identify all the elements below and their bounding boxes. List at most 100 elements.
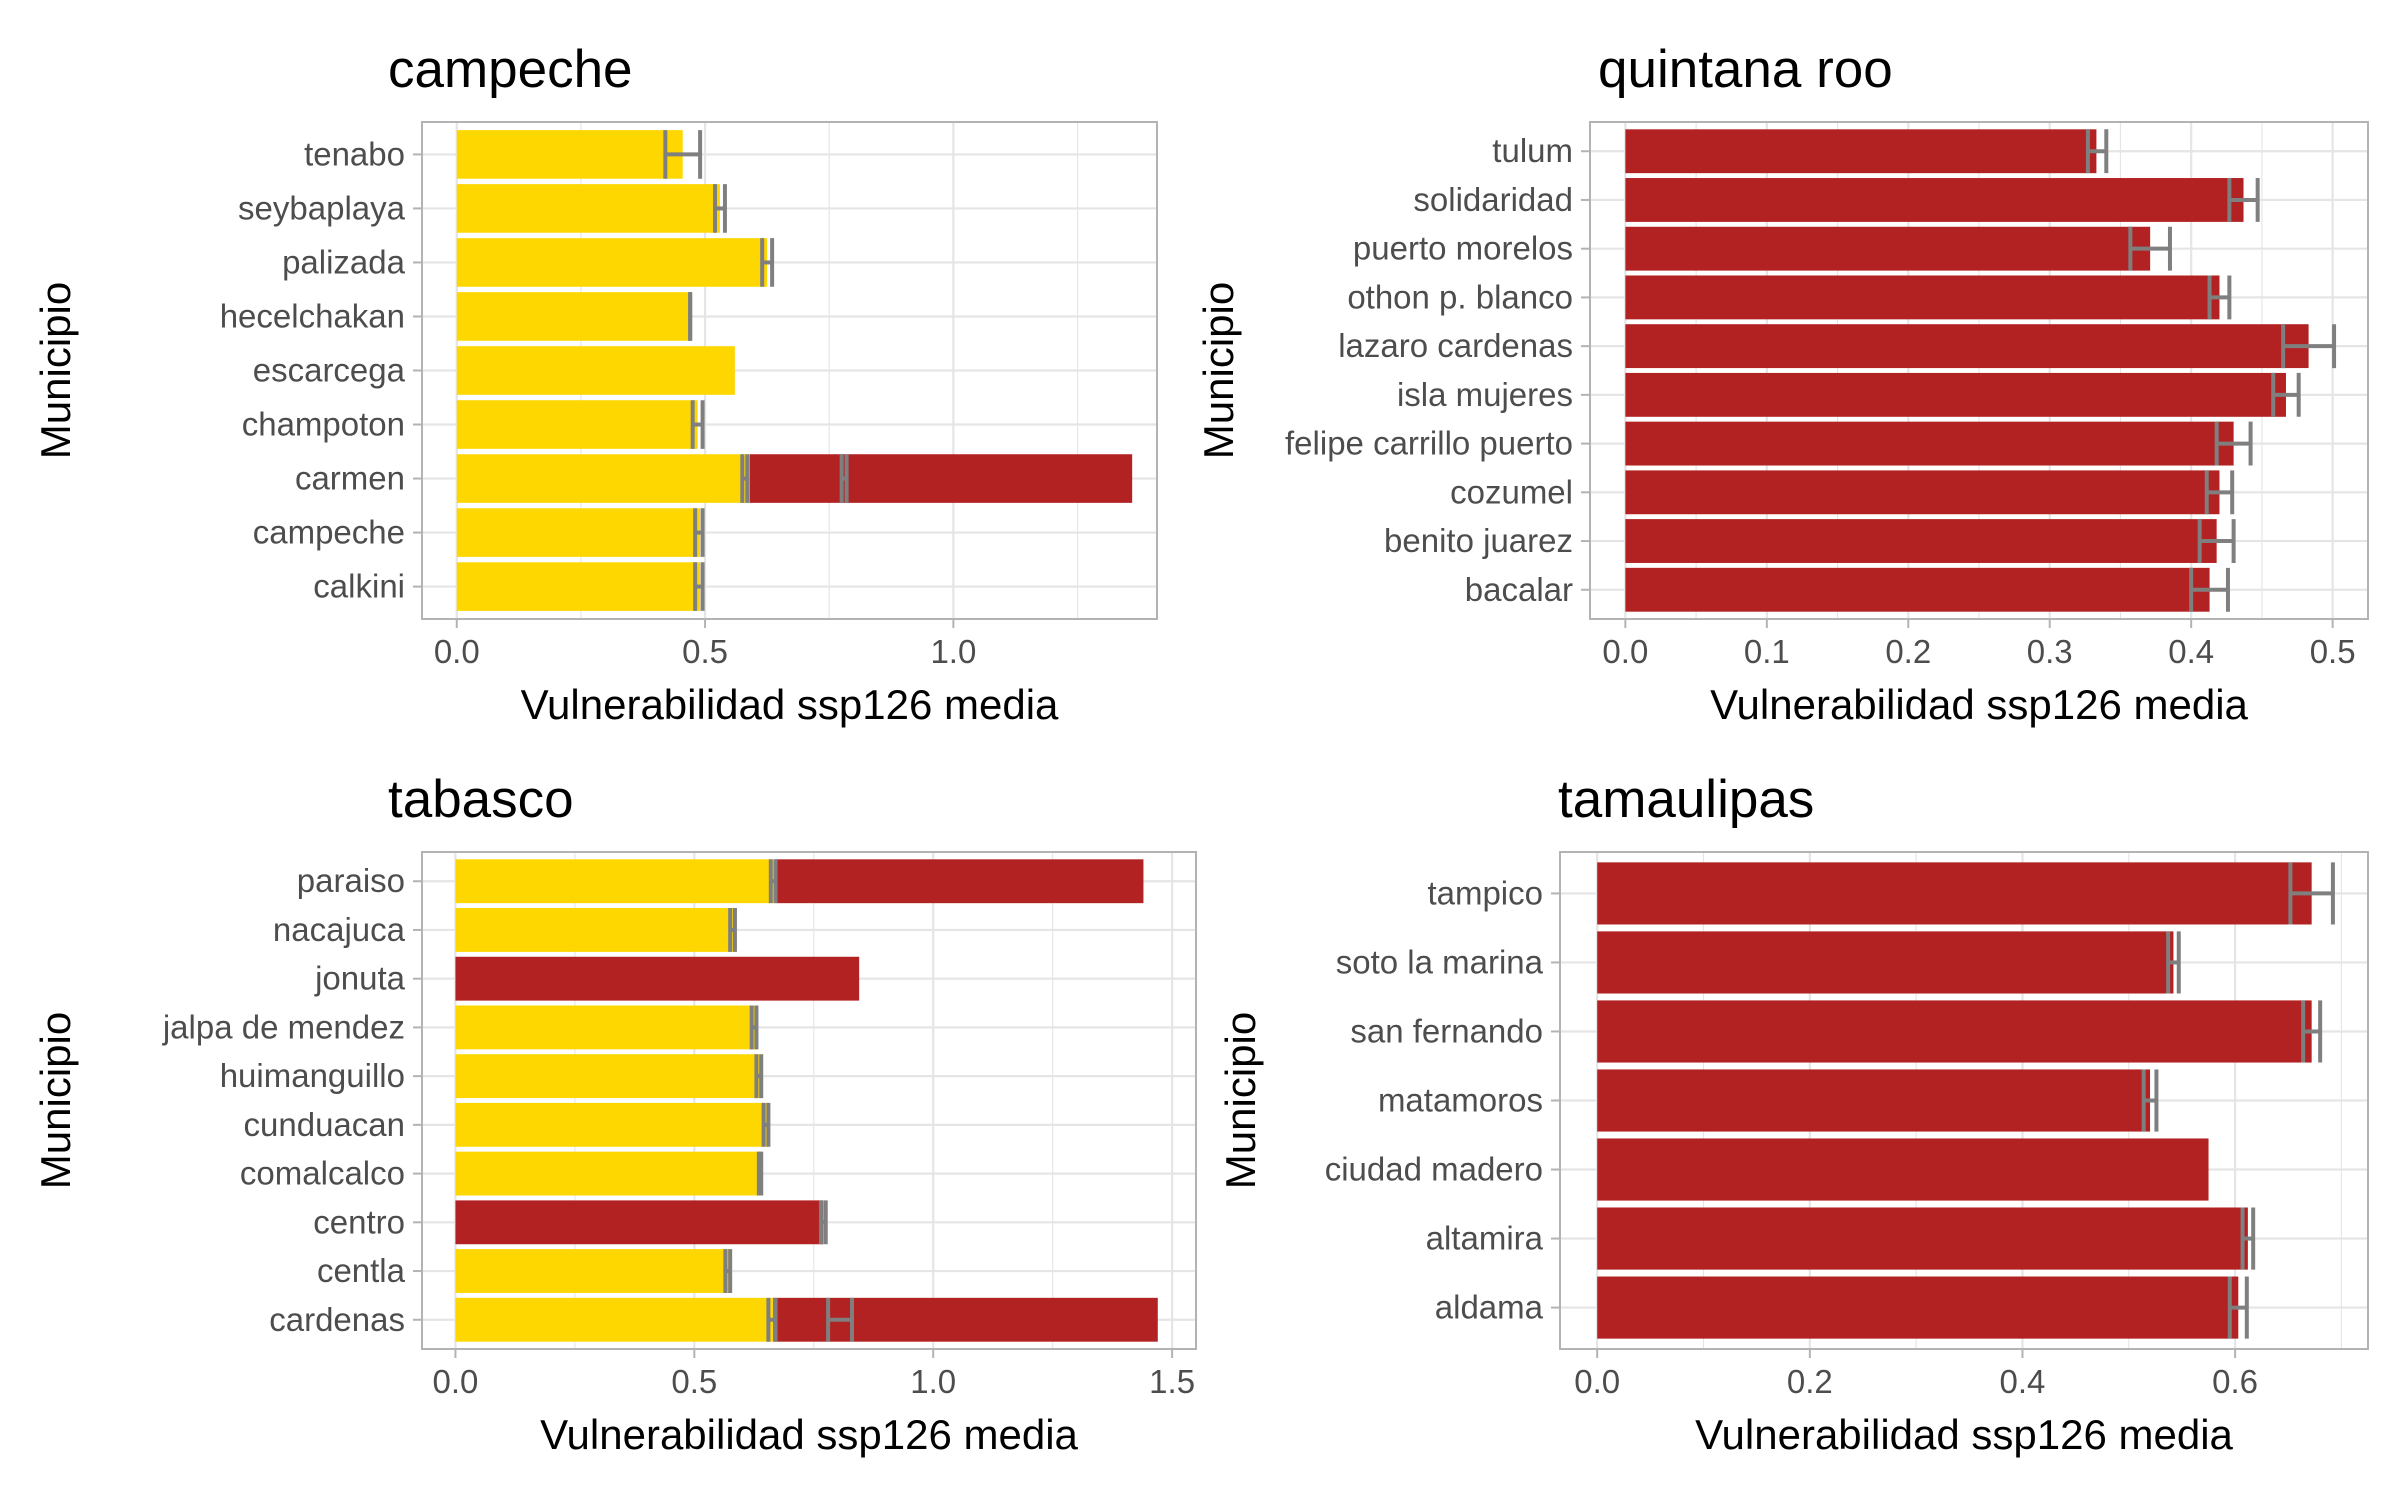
bar [455, 1102, 769, 1147]
y-tick-label: puerto morelos [1353, 230, 1573, 267]
error-bar [760, 238, 775, 287]
bar [456, 562, 701, 611]
x-tick-label: 0.0 [434, 633, 480, 670]
bar [1625, 178, 2244, 222]
bar [1597, 862, 2312, 925]
y-tick-label: carmen [295, 460, 405, 497]
bar [456, 238, 768, 287]
y-tick-label: solidaridad [1413, 181, 1573, 218]
bar [455, 1005, 757, 1050]
error-bar [756, 1151, 764, 1196]
chart-title: campeche [388, 40, 633, 99]
x-tick-label: 0.3 [2027, 633, 2073, 670]
x-axis-title: Vulnerabilidad ssp126 media [521, 681, 1059, 728]
x-tick-label: 0.2 [1787, 1363, 1833, 1400]
x-tick-label: 1.0 [910, 1363, 956, 1400]
y-tick-label: centro [313, 1203, 405, 1240]
error-bar [839, 454, 849, 503]
error-bar [2204, 470, 2235, 515]
y-tick-label: palizada [282, 243, 406, 280]
bar [455, 859, 776, 904]
bar [1625, 275, 2220, 320]
y-tick-label: san fernando [1350, 1012, 1543, 1049]
error-bar [663, 130, 703, 179]
bar [455, 1054, 762, 1099]
y-tick-label: campeche [253, 514, 405, 551]
error-bar [693, 562, 705, 611]
error-bar [723, 1249, 733, 1293]
x-axis-title: Vulnerabilidad ssp126 media [540, 1411, 1078, 1458]
y-tick-label: othon p. blanco [1347, 278, 1573, 315]
error-bar [768, 859, 778, 904]
bar [1597, 1138, 2209, 1201]
x-tick-label: 0.0 [433, 1363, 479, 1400]
x-axis-title: Vulnerabilidad ssp126 media [1710, 681, 2248, 728]
error-bar [2128, 226, 2172, 271]
y-tick-label: ciudad madero [1325, 1151, 1543, 1188]
y-tick-label: nacajuca [273, 911, 406, 948]
y-tick-label: tenabo [304, 135, 405, 172]
y-tick-label: cardenas [269, 1301, 405, 1338]
error-bar [2240, 1207, 2256, 1270]
chart-panel: tampico soto la marina san fernando matamor… [1217, 770, 2369, 1458]
bar [1625, 226, 2151, 271]
bar [456, 346, 735, 395]
y-tick-label: benito juarez [1384, 522, 1573, 559]
x-tick-label: 1.0 [930, 633, 976, 670]
y-tick-label: matamoros [1378, 1082, 1543, 1119]
error-bar [2271, 372, 2301, 417]
y-axis-title: Municipio [32, 1012, 79, 1189]
x-tick-label: 1.5 [1149, 1363, 1195, 1400]
bar [455, 1200, 824, 1245]
x-tick-label: 0.4 [2000, 1363, 2046, 1400]
error-bar [766, 1297, 778, 1342]
x-axis-title: Vulnerabilidad ssp126 media [1695, 1411, 2233, 1458]
bar [456, 292, 691, 341]
bar [1597, 1069, 2151, 1132]
bar [456, 184, 720, 233]
bar [775, 859, 1144, 904]
y-tick-label: felipe carrillo puerto [1285, 425, 1573, 462]
error-bar [2281, 324, 2337, 369]
bar [1597, 1207, 2248, 1270]
bar [1625, 421, 2234, 466]
x-tick-label: 0.5 [682, 633, 728, 670]
y-tick-label: huimanguillo [220, 1057, 405, 1094]
bar [455, 956, 860, 1001]
bar [749, 454, 1133, 503]
bar [1597, 1276, 2239, 1339]
bar [1625, 470, 2220, 515]
x-tick-label: 0.5 [671, 1363, 717, 1400]
bar [456, 400, 698, 449]
y-tick-label: comalcalco [240, 1155, 405, 1192]
bar [455, 1297, 774, 1342]
bar [456, 508, 701, 557]
y-tick-label: soto la marina [1336, 943, 1544, 980]
bar [1625, 519, 2217, 563]
y-tick-label: calkini [313, 568, 405, 605]
y-tick-label: centla [317, 1252, 406, 1289]
chart-panel: paraiso nacajuca jonuta jalpa de mendez huim… [32, 770, 1197, 1458]
error-bar [2085, 129, 2109, 174]
error-bar [713, 184, 727, 233]
y-tick-label: paraiso [297, 862, 405, 899]
error-bar [754, 1054, 764, 1099]
y-tick-label: jalpa de mendez [162, 1008, 405, 1045]
y-tick-label: tampico [1427, 874, 1543, 911]
x-tick-label: 0.0 [1602, 633, 1648, 670]
y-tick-label: seybaplaya [238, 189, 406, 226]
panel-border [421, 851, 1197, 1350]
y-tick-label: hecelchakan [220, 297, 405, 334]
bar [456, 130, 683, 179]
y-tick-label: altamira [1426, 1220, 1544, 1257]
x-tick-label: 0.6 [2212, 1363, 2258, 1400]
error-bar [2214, 421, 2253, 466]
y-tick-label: tulum [1492, 132, 1573, 169]
error-bar [728, 908, 737, 952]
x-tick-label: 0.4 [2168, 633, 2214, 670]
error-bar [818, 1200, 828, 1245]
error-bar [2288, 862, 2335, 925]
bar [1597, 1000, 2312, 1063]
y-tick-label: isla mujeres [1397, 376, 1573, 413]
